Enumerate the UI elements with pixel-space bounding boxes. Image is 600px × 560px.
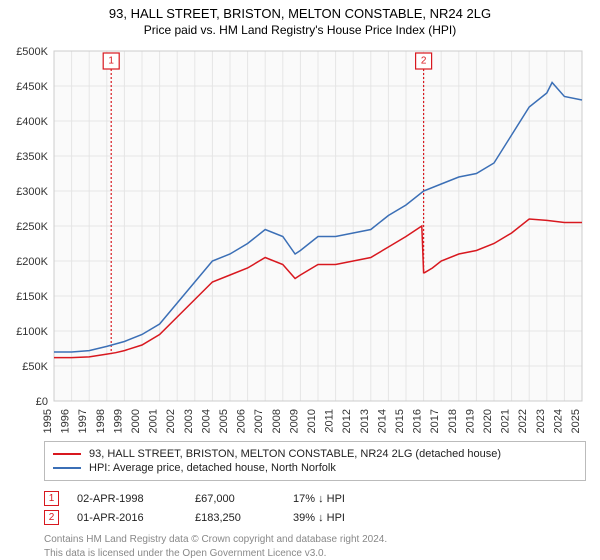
y-tick-label: £100K (16, 326, 48, 338)
price-chart: £0 £50K £100K £150K £200K £250K £300K £350K £400… (10, 47, 590, 437)
y-tick-label: £250K (16, 221, 48, 233)
legend-item: 93, HALL STREET, BRISTON, MELTON CONSTAB… (53, 447, 577, 461)
x-tick-label: 2011 (324, 409, 336, 433)
transactions-table: 1 02-APR-1998 £67,000 17% ↓ HPI 2 01-APR-2016… (44, 489, 586, 527)
y-tick-label: £150K (16, 291, 48, 303)
x-tick-label: 2002 (165, 409, 177, 433)
legend-label: 93, HALL STREET, BRISTON, MELTON CONSTAB… (89, 448, 501, 460)
legend-swatch (53, 453, 81, 455)
x-tick-label: 2001 (148, 409, 160, 433)
x-tick-label: 2018 (447, 409, 459, 433)
x-tick-label: 2008 (271, 409, 283, 433)
transaction-pct: 39% ↓ HPI (293, 512, 403, 524)
x-tick-label: 2024 (552, 409, 564, 433)
x-tick-label: 2012 (341, 409, 353, 433)
y-tick-label: £500K (16, 47, 48, 58)
chart-titles: 93, HALL STREET, BRISTON, MELTON CONSTAB… (0, 0, 600, 37)
y-tick-label: £0 (36, 396, 48, 408)
footer: Contains HM Land Registry data © Crown c… (44, 533, 586, 560)
transaction-date: 02-APR-1998 (77, 493, 177, 505)
transaction-row: 2 01-APR-2016 £183,250 39% ↓ HPI (44, 508, 586, 527)
x-tick-label: 2003 (183, 409, 195, 433)
x-tick-label: 2013 (359, 409, 371, 433)
x-tick-label: 2019 (464, 409, 476, 433)
footer-line1: Contains HM Land Registry data © Crown c… (44, 533, 586, 547)
transaction-row: 1 02-APR-1998 £67,000 17% ↓ HPI (44, 489, 586, 508)
x-tick-label: 2016 (412, 409, 424, 433)
x-tick-label: 1995 (42, 409, 54, 433)
legend: 93, HALL STREET, BRISTON, MELTON CONSTAB… (44, 441, 586, 481)
transaction-pct: 17% ↓ HPI (293, 493, 403, 505)
x-tick-label: 2010 (306, 409, 318, 433)
x-tick-label: 2025 (570, 409, 582, 433)
x-tick-label: 2022 (517, 409, 529, 433)
chart-marker-label: 2 (421, 56, 427, 67)
legend-item: HPI: Average price, detached house, Nort… (53, 461, 577, 475)
legend-swatch (53, 467, 81, 469)
chart-marker-label: 1 (108, 56, 114, 67)
x-tick-label: 1999 (112, 409, 124, 433)
x-tick-label: 2017 (429, 409, 441, 433)
transaction-price: £67,000 (195, 493, 275, 505)
x-tick-label: 1997 (77, 409, 89, 433)
x-tick-label: 2007 (253, 409, 265, 433)
y-tick-label: £300K (16, 186, 48, 198)
y-tick-label: £50K (22, 361, 48, 373)
transaction-marker: 1 (44, 491, 59, 506)
x-tick-label: 1998 (95, 409, 107, 433)
x-tick-label: 2014 (376, 409, 388, 433)
x-tick-label: 2004 (200, 409, 212, 433)
transaction-date: 01-APR-2016 (77, 512, 177, 524)
x-tick-label: 2006 (236, 409, 248, 433)
transaction-marker: 2 (44, 510, 59, 525)
y-tick-label: £450K (16, 81, 48, 93)
x-tick-label: 2023 (535, 409, 547, 433)
x-tick-label: 2009 (288, 409, 300, 433)
x-tick-label: 2015 (394, 409, 406, 433)
legend-label: HPI: Average price, detached house, Nort… (89, 462, 336, 474)
title-main: 93, HALL STREET, BRISTON, MELTON CONSTAB… (0, 6, 600, 21)
x-tick-label: 2005 (218, 409, 230, 433)
x-tick-label: 2000 (130, 409, 142, 433)
transaction-price: £183,250 (195, 512, 275, 524)
y-tick-label: £200K (16, 256, 48, 268)
y-tick-label: £400K (16, 116, 48, 128)
x-tick-label: 1996 (60, 409, 72, 433)
x-tick-label: 2020 (482, 409, 494, 433)
title-sub: Price paid vs. HM Land Registry's House … (0, 23, 600, 37)
footer-line2: This data is licensed under the Open Gov… (44, 547, 586, 560)
chart-svg: £0 £50K £100K £150K £200K £250K £300K £350K £400… (10, 47, 590, 437)
x-tick-label: 2021 (500, 409, 512, 433)
y-tick-label: £350K (16, 151, 48, 163)
